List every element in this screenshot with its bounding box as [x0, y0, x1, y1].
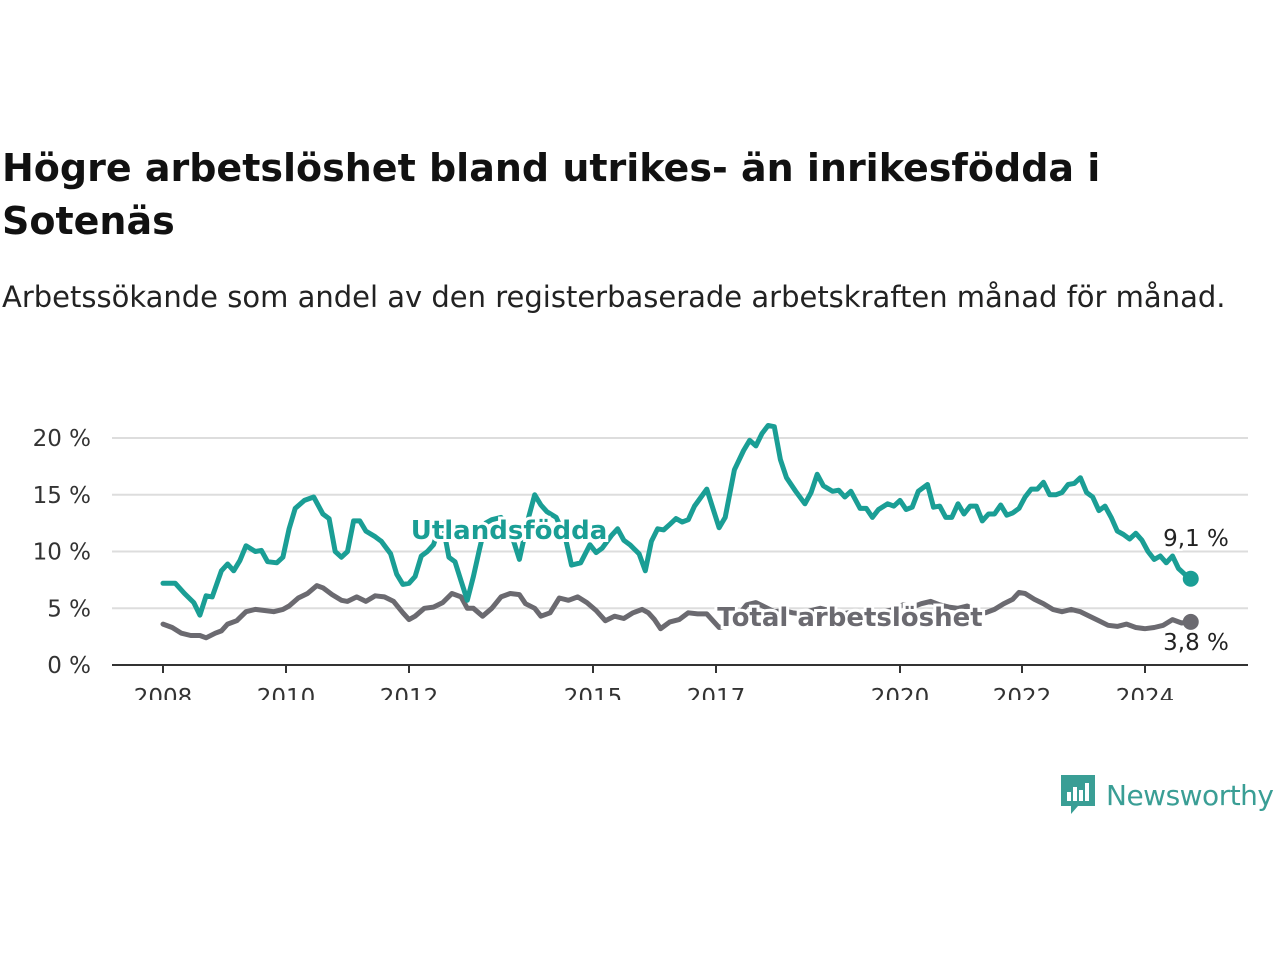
brand-name: Newsworthy [1106, 778, 1274, 812]
end-point-total [1182, 613, 1199, 630]
y-tick-label: 0 % [47, 653, 91, 679]
chart-subtitle: Arbetssökande som andel av den registerb… [2, 280, 1226, 314]
series-line-total [160, 583, 1194, 641]
x-tick-label: 2008 [134, 685, 193, 700]
series-label-utlandsfodda: Utlandsfödda [411, 516, 608, 546]
end-point-utlandsfodda [1182, 570, 1199, 587]
bar-chart-speech-bubble-icon [1061, 775, 1095, 814]
x-tick-label: 2010 [257, 685, 316, 700]
series-line-utlandsfodda [160, 423, 1194, 618]
series-lines [160, 423, 1199, 641]
newsworthy-logo: Newsworthy [1058, 772, 1274, 818]
y-tick-label: 10 % [33, 540, 91, 566]
x-tick-label: 2020 [871, 685, 930, 700]
x-axis-ticks: 2008 2010 2012 2015 2017 2020 2022 2024 [134, 665, 1175, 700]
x-tick-label: 2012 [380, 685, 439, 700]
x-tick-label: 2015 [564, 685, 623, 700]
y-tick-label: 5 % [47, 596, 91, 622]
x-tick-label: 2017 [687, 685, 746, 700]
end-value-utlandsfodda: 9,1 % [1163, 526, 1229, 552]
y-tick-label: 20 % [33, 426, 91, 452]
x-tick-label: 2022 [993, 685, 1052, 700]
line-chart: 0 %5 %10 %15 %20 % 2008 2010 2012 2015 2017 2… [33, 423, 1248, 700]
series-label-total: Total arbetslöshet [717, 603, 982, 633]
chart-title: Högre arbetslöshet bland utrikes- än inr… [2, 146, 1101, 243]
y-tick-label: 15 % [33, 483, 91, 509]
y-axis-ticks: 0 % 5 % 10 % 15 % 20 % [33, 426, 91, 679]
series-labels: Utlandsfödda Total arbetslöshet 9,1 % 3,8 % [408, 513, 1232, 659]
x-tick-label: 2024 [1116, 685, 1175, 700]
end-value-total: 3,8 % [1163, 630, 1229, 656]
